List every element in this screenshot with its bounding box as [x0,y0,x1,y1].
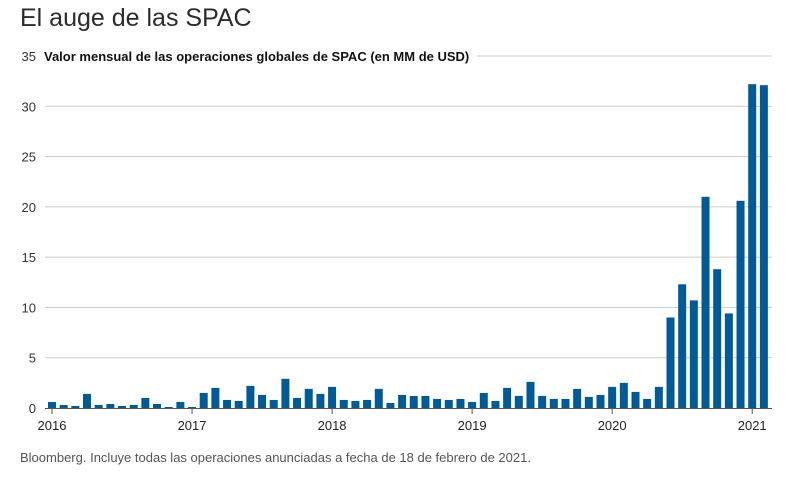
bar-2017-08 [269,399,278,408]
x-tick-label: 2021 [738,418,767,433]
bar-2018-06 [386,402,395,408]
bar-2016-09 [141,397,150,408]
bar-2018-08 [409,395,418,408]
bar-2018-10 [433,398,442,408]
bar-2018-02 [339,399,348,408]
bar-2019-02 [479,392,488,408]
bar-2016-04 [83,393,92,408]
bar-2017-07 [258,394,267,408]
bar-2017-02 [199,392,208,408]
bar-2020-11 [724,313,733,408]
x-tick-label: 2020 [598,418,627,433]
bar-2016-02 [59,404,68,408]
bar-2021-02 [759,85,768,409]
bar-2016-10 [153,403,162,408]
y-tick-label: 35 [22,49,36,64]
bar-2019-09 [561,398,570,408]
bar-2018-03 [351,400,360,408]
bar-2019-05 [514,395,523,408]
tick-labels: 0 5 10 15 20 25 30 35 2016 2017 2018 2019 2020 2021 [22,49,767,433]
bar-2017-10 [293,397,302,408]
bar-2017-06 [246,385,255,408]
bar-2019-12 [596,394,605,408]
bar-series [48,84,768,409]
bar-2016-06 [106,403,115,408]
bar-2019-06 [526,381,535,408]
bar-2020-07 [678,284,687,408]
chart-subtitle-background [38,46,478,66]
bar-2019-07 [538,395,547,408]
gridlines [45,55,772,359]
y-tick-label: 20 [22,200,36,215]
y-tick-label: 5 [29,351,36,366]
bar-2016-07 [118,405,127,408]
bar-2019-08 [549,398,558,408]
bar-2018-01 [328,386,337,408]
bar-2017-09 [281,378,290,408]
bar-2018-05 [374,388,383,408]
bar-2016-08 [129,404,138,408]
bar-2016-05 [94,404,103,408]
source-note: Bloomberg. Incluye todas las operaciones… [20,450,531,465]
bar-2019-01 [468,401,477,408]
bar-2019-11 [584,396,593,408]
bar-2020-09 [701,196,710,408]
bar-2016-03 [71,405,80,408]
bar-2018-04 [363,399,372,408]
bar-2020-06 [666,317,675,408]
bar-2020-08 [689,300,698,408]
chart-subtitle: Valor mensual de las operaciones globale… [44,49,469,64]
bar-2017-11 [304,388,313,408]
bar-2018-12 [456,398,465,408]
x-tick-label: 2017 [178,418,207,433]
bar-2017-01 [188,406,197,408]
x-tick-label: 2018 [318,418,347,433]
y-tick-label: 10 [22,300,36,315]
bar-2016-11 [164,406,173,408]
y-tick-label: 25 [22,150,36,165]
bar-2020-02 [619,382,628,408]
bar-2019-10 [573,388,582,408]
y-tick-label: 30 [22,99,36,114]
bar-2018-09 [421,395,430,408]
bar-2018-11 [444,399,453,408]
bar-2019-04 [503,387,512,408]
bar-2019-03 [491,400,500,408]
bar-2017-12 [316,393,325,408]
bar-2017-05 [234,400,243,408]
x-axis [45,408,772,414]
bar-2020-03 [631,391,640,408]
bar-2020-12 [736,200,745,408]
bar-2021-01 [748,84,757,408]
bar-2020-01 [608,386,617,408]
x-tick-label: 2019 [458,418,487,433]
bar-2020-05 [654,386,663,408]
bar-2016-01 [48,401,56,408]
bar-2020-04 [643,398,652,408]
x-tick-label: 2016 [38,418,67,433]
bar-2017-03 [211,387,220,408]
y-tick-label: 0 [29,401,36,416]
bar-2016-12 [176,401,185,408]
y-tick-label: 15 [22,250,36,265]
bar-2017-04 [223,399,232,408]
page-title: El auge de las SPAC [20,4,252,32]
bar-2020-10 [713,269,722,408]
bar-2018-07 [398,394,407,408]
